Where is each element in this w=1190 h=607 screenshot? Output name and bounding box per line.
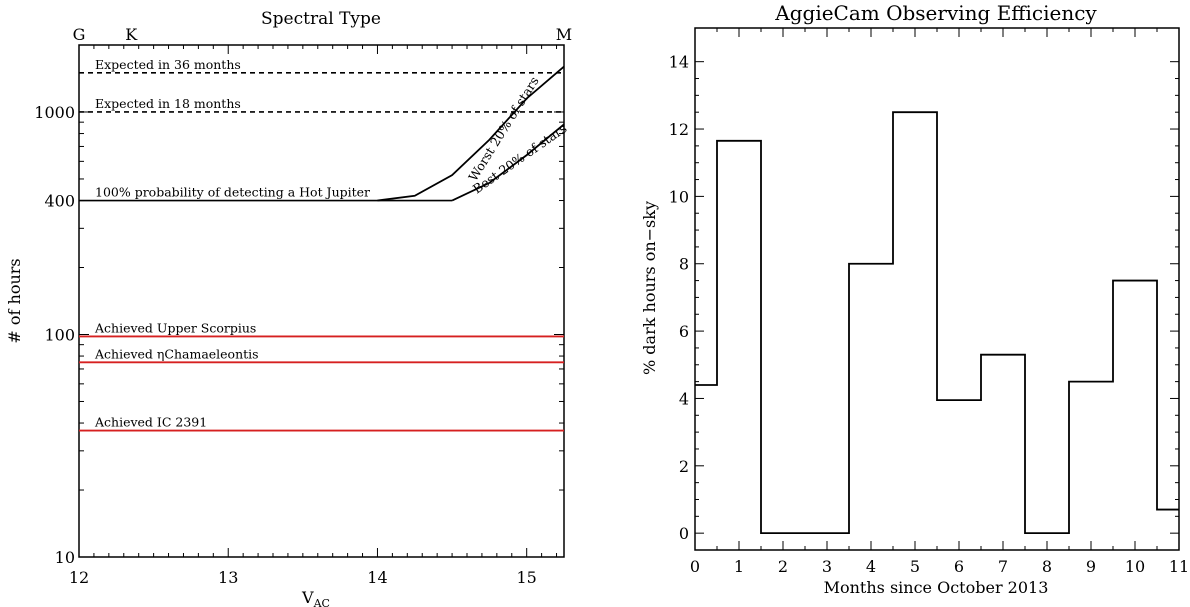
right-step-line bbox=[695, 111, 1179, 535]
right-y-tick-label: 4 bbox=[679, 389, 689, 408]
left-series-line bbox=[377, 65, 565, 202]
left-top-tick-label: G bbox=[73, 25, 86, 44]
left-x-axis-label: VAC bbox=[301, 588, 330, 607]
left-series-line bbox=[451, 123, 565, 202]
left-x-tick-label: 14 bbox=[367, 568, 387, 587]
right-y-tick-label: 12 bbox=[669, 120, 689, 139]
left-y-axis: 10 100 400 1000 bbox=[34, 44, 564, 567]
right-x-tick-label: 8 bbox=[1042, 557, 1052, 576]
right-x-tick-label: 0 bbox=[690, 557, 700, 576]
left-chart-title: Spectral Type bbox=[261, 9, 381, 29]
left-y-tick-label: 1000 bbox=[34, 103, 75, 122]
left-x-tick-label: 13 bbox=[218, 568, 238, 587]
left-x-axis-label-sub: AC bbox=[313, 597, 330, 607]
right-y-axis-label: % dark hours on−sky bbox=[640, 201, 659, 375]
right-x-axis: 0 1 2 3 4 5 6 7 8 9 10 11 bbox=[690, 28, 1189, 576]
right-y-tick-label: 10 bbox=[669, 187, 689, 206]
left-reference-line-label: Achieved ηChamaeleontis bbox=[94, 346, 259, 361]
right-x-tick-label: 4 bbox=[866, 557, 876, 576]
right-y-axis: 0 2 4 6 8 10 12 14 bbox=[669, 53, 1179, 543]
right-y-tick-label: 6 bbox=[679, 322, 689, 341]
left-y-tick-label: 10 bbox=[55, 548, 75, 567]
right-x-tick-label: 10 bbox=[1125, 557, 1145, 576]
right-y-tick-label: 8 bbox=[679, 255, 689, 274]
right-x-tick-label: 6 bbox=[954, 557, 964, 576]
left-y-axis-label: # of hours bbox=[5, 258, 24, 343]
left-top-tick-label: K bbox=[125, 25, 138, 44]
left-top-tick-label: M bbox=[556, 25, 572, 44]
left-y-tick-label: 100 bbox=[44, 325, 75, 344]
right-y-tick-label: 14 bbox=[669, 53, 689, 72]
left-x-axis: 12 13 14 15 bbox=[69, 45, 558, 587]
right-y-tick-label: 0 bbox=[679, 524, 689, 543]
left-reference-line-label: 100% probability of detecting a Hot Jupi… bbox=[95, 185, 370, 200]
right-y-tick-label: 2 bbox=[679, 457, 689, 476]
right-x-tick-label: 9 bbox=[1086, 557, 1096, 576]
right-x-tick-label: 5 bbox=[910, 557, 920, 576]
right-x-axis-label: Months since October 2013 bbox=[824, 578, 1049, 597]
left-plot-frame bbox=[78, 44, 565, 558]
left-reference-lines: Expected in 36 months Expected in 18 mont… bbox=[79, 57, 564, 432]
right-x-tick-label: 1 bbox=[734, 557, 744, 576]
right-x-tick-label: 7 bbox=[998, 557, 1008, 576]
left-reference-line-label: Achieved Upper Scorpius bbox=[94, 320, 256, 335]
right-chart-title: AggieCam Observing Efficiency bbox=[774, 1, 1097, 25]
left-x-tick-label: 15 bbox=[517, 568, 537, 587]
left-x-axis-label-main: V bbox=[301, 588, 314, 607]
left-reference-line-label: Expected in 18 months bbox=[95, 96, 241, 111]
left-y-tick-label: 400 bbox=[44, 192, 75, 211]
left-x-tick-label: 12 bbox=[69, 568, 89, 587]
right-x-tick-label: 11 bbox=[1169, 557, 1189, 576]
right-x-tick-label: 2 bbox=[778, 557, 788, 576]
left-reference-line-label: Achieved IC 2391 bbox=[94, 415, 207, 430]
right-x-tick-label: 3 bbox=[822, 557, 832, 576]
left-reference-line-label: Expected in 36 months bbox=[95, 57, 241, 72]
